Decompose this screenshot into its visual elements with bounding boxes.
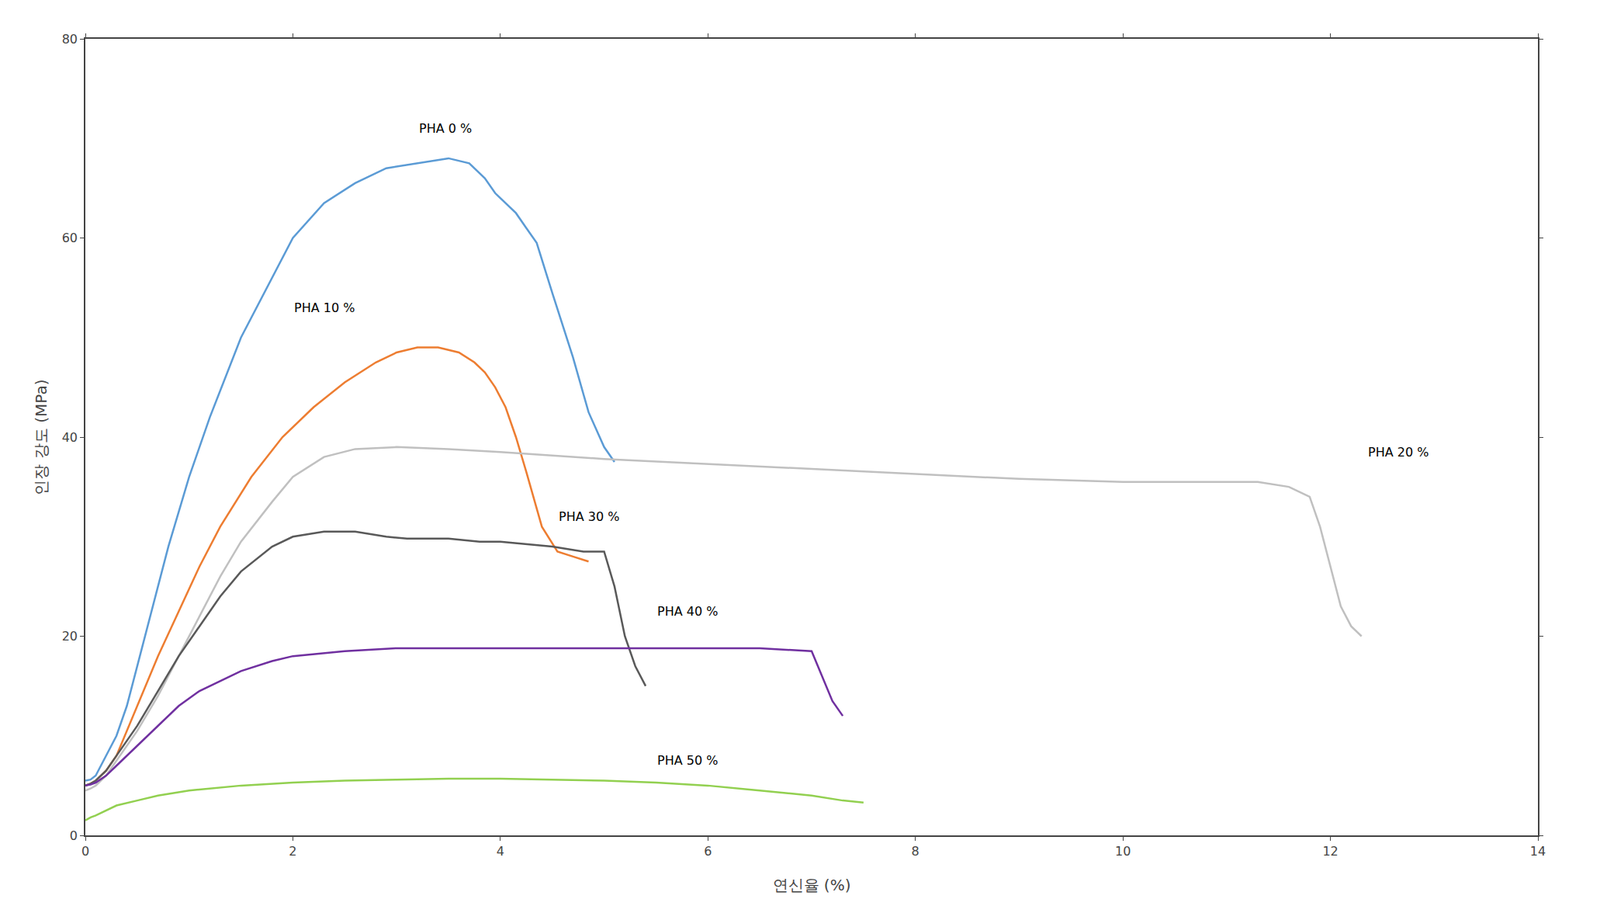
svg-text:PHA 50 %: PHA 50 % [657,752,718,768]
svg-text:20: 20 [62,628,78,644]
svg-text:8: 8 [911,843,920,859]
svg-text:연신율 (%): 연신율 (%) [772,875,852,894]
svg-text:12: 12 [1322,843,1338,859]
svg-text:PHA 0 %: PHA 0 % [419,121,472,136]
svg-text:0: 0 [69,827,78,843]
svg-text:80: 80 [62,31,78,47]
svg-text:PHA 30 %: PHA 30 % [558,509,620,524]
svg-text:2: 2 [288,843,297,859]
svg-text:PHA 40 %: PHA 40 % [657,603,718,619]
svg-text:40: 40 [62,429,78,445]
svg-text:60: 60 [62,230,78,246]
svg-text:PHA 20 %: PHA 20 % [1367,444,1429,460]
svg-text:14: 14 [1530,843,1546,859]
svg-text:4: 4 [496,843,505,859]
svg-text:6: 6 [703,843,712,859]
svg-text:0: 0 [81,843,90,859]
svg-text:PHA 10 %: PHA 10 % [294,300,355,316]
svg-text:인장 강도 (MPa): 인장 강도 (MPa) [31,379,51,496]
svg-text:10: 10 [1115,843,1131,859]
